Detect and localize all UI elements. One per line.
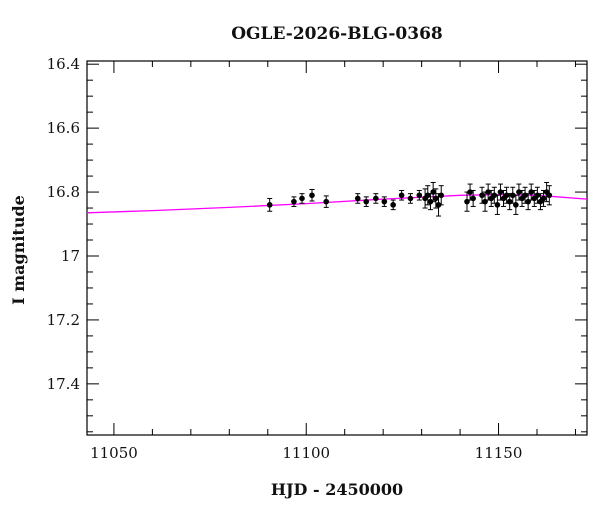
x-tick-label: 11050: [90, 444, 138, 462]
data-point: [407, 193, 414, 204]
data-point: [381, 196, 388, 207]
data-point: [309, 189, 315, 202]
point-marker: [435, 202, 442, 208]
point-marker: [291, 198, 297, 205]
y-tick-label: 16.4: [47, 55, 80, 73]
point-marker: [470, 195, 476, 202]
data-point: [438, 185, 445, 206]
point-marker: [509, 192, 516, 199]
data-point: [266, 197, 273, 212]
point-marker: [546, 192, 553, 199]
data-point: [546, 185, 553, 206]
point-marker: [299, 195, 305, 202]
y-tick-label: 17: [61, 247, 80, 265]
data-point: [488, 189, 495, 207]
point-marker: [323, 198, 330, 205]
y-tick-label: 17.4: [47, 375, 80, 393]
point-marker: [479, 192, 485, 199]
y-tick-label: 16.6: [47, 119, 80, 137]
tick-labels: 11050 11100 11150 16.4 16.6 16.8 17 17.2 17.4: [47, 55, 523, 462]
point-marker: [390, 202, 396, 208]
y-tick-label: 16.8: [47, 183, 80, 201]
data-point: [299, 193, 305, 204]
x-axis-label: HJD - 2450000: [271, 480, 403, 499]
axis-ticks: [87, 61, 587, 435]
plot-frame: [86, 60, 588, 436]
data-point: [509, 186, 516, 204]
point-marker: [430, 189, 436, 195]
data-point: [323, 195, 330, 208]
point-marker: [438, 192, 445, 199]
point-marker: [363, 198, 370, 205]
data-point: [354, 193, 361, 204]
point-marker: [416, 192, 423, 199]
point-marker: [427, 198, 434, 205]
point-marker: [266, 202, 273, 208]
data-point: [390, 199, 396, 211]
point-marker: [354, 195, 361, 202]
point-marker: [381, 198, 388, 205]
point-marker: [513, 202, 519, 208]
data-point: [363, 196, 370, 207]
y-axis-label: I magnitude: [9, 195, 28, 305]
data-point: [291, 196, 297, 207]
data-points-layer: [266, 181, 553, 217]
point-marker: [433, 195, 439, 202]
data-point: [373, 193, 379, 204]
point-marker: [491, 192, 498, 199]
x-tick-label: 11150: [475, 444, 523, 462]
chart-title: OGLE-2026-BLG-0368: [231, 24, 443, 44]
data-point: [479, 186, 485, 204]
data-point: [398, 189, 405, 201]
data-point: [470, 189, 476, 207]
point-marker: [494, 202, 501, 208]
point-marker: [540, 195, 547, 202]
data-point: [433, 188, 439, 209]
point-marker: [407, 195, 414, 202]
data-point: [503, 186, 510, 204]
point-marker: [398, 192, 405, 199]
point-marker: [309, 192, 315, 199]
data-point: [540, 189, 547, 207]
y-tick-label: 17.2: [47, 311, 80, 329]
data-point: [416, 189, 423, 201]
data-point: [494, 194, 501, 215]
x-tick-label: 11100: [282, 444, 330, 462]
data-point: [513, 194, 519, 215]
point-marker: [373, 195, 379, 202]
